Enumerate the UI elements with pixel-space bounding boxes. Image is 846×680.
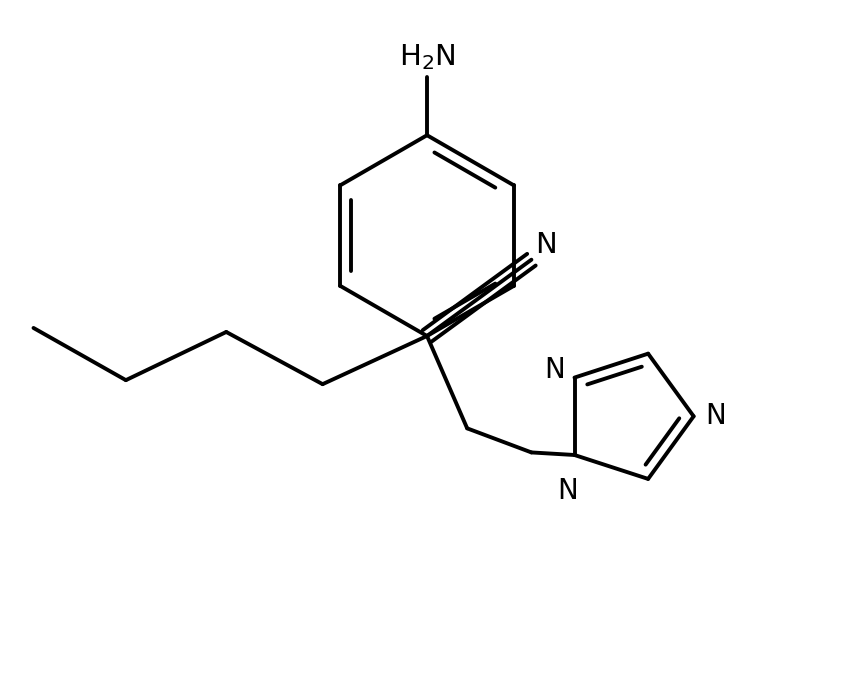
Text: N: N xyxy=(558,477,579,505)
Text: N: N xyxy=(535,231,557,259)
Text: H$_2$N: H$_2$N xyxy=(398,42,455,72)
Text: N: N xyxy=(544,356,565,384)
Text: N: N xyxy=(706,403,727,430)
